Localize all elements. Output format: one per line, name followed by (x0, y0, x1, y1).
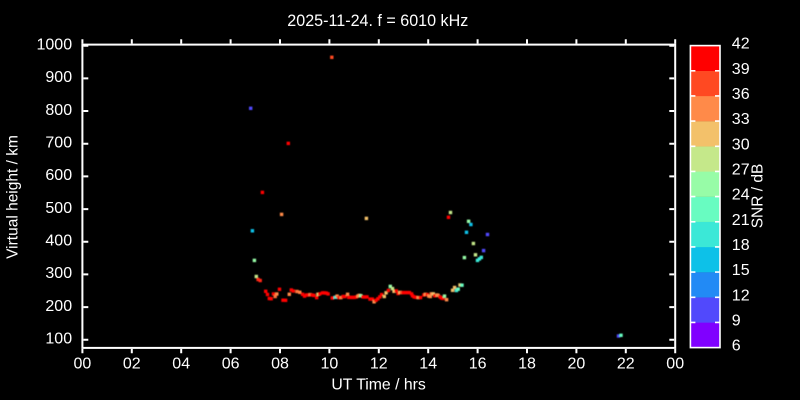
svg-text:1000: 1000 (37, 37, 73, 54)
svg-text:800: 800 (45, 102, 72, 119)
svg-text:200: 200 (45, 298, 72, 315)
svg-text:16: 16 (469, 356, 487, 373)
svg-text:21: 21 (732, 212, 750, 229)
svg-text:30: 30 (732, 136, 750, 153)
svg-text:24: 24 (732, 187, 750, 204)
svg-text:00: 00 (74, 356, 92, 373)
svg-text:2025-11-24. f = 6010 kHz: 2025-11-24. f = 6010 kHz (287, 12, 468, 30)
svg-text:UT Time / hrs: UT Time / hrs (331, 377, 426, 394)
svg-text:20: 20 (568, 356, 586, 373)
svg-text:14: 14 (419, 356, 437, 373)
svg-text:300: 300 (45, 265, 72, 282)
svg-text:04: 04 (172, 356, 190, 373)
svg-text:06: 06 (222, 356, 240, 373)
svg-text:400: 400 (45, 233, 72, 250)
svg-text:10: 10 (321, 356, 339, 373)
svg-text:00: 00 (666, 356, 684, 373)
svg-text:700: 700 (45, 135, 72, 152)
svg-text:15: 15 (732, 262, 750, 279)
svg-text:600: 600 (45, 167, 72, 184)
svg-text:08: 08 (271, 356, 289, 373)
svg-text:18: 18 (732, 237, 750, 254)
svg-text:39: 39 (732, 61, 750, 78)
svg-text:Virtual height / km: Virtual height / km (5, 135, 22, 259)
svg-text:12: 12 (370, 356, 388, 373)
svg-text:27: 27 (732, 161, 750, 178)
svg-text:500: 500 (45, 200, 72, 217)
svg-text:100: 100 (45, 331, 72, 348)
svg-text:6: 6 (732, 338, 741, 355)
svg-text:12: 12 (732, 287, 750, 304)
svg-text:22: 22 (617, 356, 635, 373)
svg-text:36: 36 (732, 86, 750, 103)
svg-text:9: 9 (732, 312, 741, 329)
svg-text:42: 42 (732, 36, 750, 53)
svg-text:SNR / dB: SNR / dB (750, 164, 767, 229)
svg-text:18: 18 (518, 356, 536, 373)
svg-text:02: 02 (123, 356, 141, 373)
svg-text:33: 33 (732, 111, 750, 128)
svg-text:900: 900 (45, 69, 72, 86)
